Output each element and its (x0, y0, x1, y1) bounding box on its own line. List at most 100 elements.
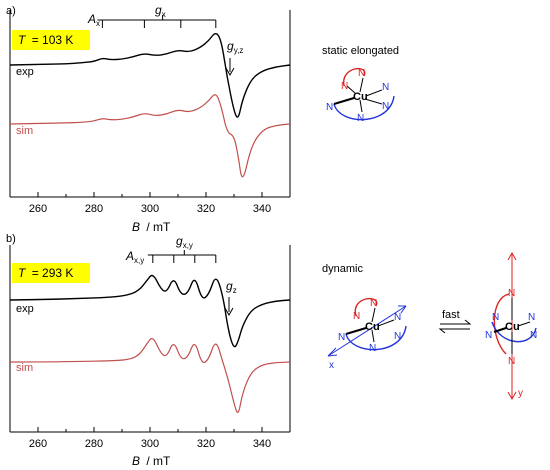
gyz-arrowhead-a (225, 67, 235, 77)
n-atom-static-2: N (341, 81, 348, 92)
n-atom-dyn2-6: N (530, 330, 537, 341)
hyperfine-var-a: A (87, 12, 96, 26)
x-tick-label: 340 (253, 203, 271, 215)
n-atom-dyn2-2: N (508, 356, 515, 367)
gyz-sub-a: y,z (234, 46, 244, 55)
dynamic-label: dynamic (322, 263, 363, 275)
cu-complex-static: Cu N N N N N N (326, 67, 395, 124)
hyperfine-sub-a: x (96, 19, 100, 28)
bond-right-static (365, 89, 383, 97)
temperature-value-b: = 293 K (32, 266, 74, 280)
hyperfine-var-b: A (125, 249, 134, 263)
temperature-box-a (12, 30, 90, 50)
n-atom-dyn1-3: N (338, 332, 345, 343)
x-ticks-a: 260 280 300 320 340 (9, 192, 291, 215)
n-atom-dyn2-4: N (492, 312, 499, 323)
fast-label: fast (442, 309, 460, 321)
bond-down-dyn1 (371, 329, 375, 343)
exp-curve-b (9, 274, 291, 348)
temperature-box-b (12, 263, 90, 283)
red-ligand-arc-dyn1 (354, 297, 378, 317)
temperature-label-b: T = 293 K (18, 266, 73, 280)
panel-a: a) T = 103 K exp sim 260 280 300 320 340 B /… (6, 3, 399, 234)
series-label-sim-b: sim (16, 362, 33, 374)
x-axis-var-b: B (132, 454, 140, 468)
series-label-sim-a: sim (16, 125, 33, 137)
equilibrium-arrow-forward (440, 319, 472, 325)
comb-label-b: gx,y (176, 234, 193, 250)
x-tick-label: 280 (85, 438, 103, 450)
static-elongated-label: static elongated (322, 45, 399, 57)
hyperfine-label-a: Ax (87, 12, 100, 28)
x-tick-label: 260 (29, 438, 47, 450)
red-ligand-arc-dyn2 (493, 293, 510, 355)
comb-sub-a: x (162, 10, 166, 19)
exp-curve-a (9, 33, 291, 118)
n-atom-static-5: N (382, 82, 389, 93)
gyz-label-a: gy,z (227, 39, 243, 55)
n-atom-dyn1-5: N (394, 312, 401, 323)
panel-b-label: b) (6, 233, 16, 245)
n-atom-dyn2-5: N (528, 312, 535, 323)
cu-atom-dyn2: Cu (505, 321, 520, 333)
axis-x-label: x (329, 360, 334, 371)
hyperfine-label-b: Ax,y (125, 249, 144, 265)
equilibrium-arrow-back (438, 328, 470, 334)
axis-y-label: y (518, 388, 523, 399)
sim-curve-a (9, 94, 291, 178)
x-tick-label: 340 (253, 438, 271, 450)
y-axis-arrowhead-bottom (507, 391, 517, 401)
x-tick-label: 300 (141, 438, 159, 450)
comb-label-a: gx (155, 3, 166, 19)
n-atom-static-6: N (382, 101, 389, 112)
bond-right-dyn1 (377, 319, 395, 327)
gz-arrowhead-b (224, 307, 234, 317)
x-axis-unit-a: / mT (146, 220, 171, 234)
x-axis-arrow (327, 305, 407, 357)
series-label-exp-a: exp (16, 66, 34, 78)
cu-complex-dynamic-2: y Cu N N N N N N (485, 251, 537, 401)
panel-b: b) T = 293 K exp sim 260 280 300 320 340 B /… (6, 233, 537, 468)
x-tick-label: 320 (197, 203, 215, 215)
bond-left-dyn1 (345, 327, 367, 335)
n-atom-dyn1-4: N (369, 343, 376, 354)
x-axis-title-a: B / mT (132, 220, 171, 234)
cu-atom-dyn1: Cu (365, 321, 380, 333)
x-axis-var-a: B (132, 220, 140, 234)
y-axis-arrowhead-top (507, 251, 517, 261)
temperature-var-a: T (18, 33, 27, 47)
sim-curve-b (9, 337, 291, 414)
gz-label-b: gz (226, 279, 237, 295)
comb-sub-b: x,y (183, 241, 193, 250)
n-atom-dyn1-6: N (394, 331, 401, 342)
bond-left-dyn2 (493, 327, 507, 333)
temperature-var-b: T (18, 266, 27, 280)
cu-complex-dynamic-1: x Cu N N N N N N (327, 297, 407, 371)
x-axis-arrowhead-2 (398, 305, 407, 314)
bond-up-static (359, 77, 364, 93)
n-atom-static-3: N (326, 102, 333, 113)
x-tick-label: 320 (197, 438, 215, 450)
x-tick-label: 300 (141, 203, 159, 215)
n-atom-static-1: N (358, 68, 365, 79)
comb-annotation-a (97, 15, 217, 28)
x-ticks-b: 260 280 300 320 340 (9, 427, 291, 450)
bond-up-dyn1 (371, 307, 376, 323)
bond-left-static (333, 97, 355, 105)
n-atom-dyn1-2: N (353, 311, 360, 322)
x-axis-unit-b: / mT (146, 454, 171, 468)
hyperfine-sub-b: x,y (134, 256, 144, 265)
bond-down-static (359, 99, 363, 113)
panel-a-label: a) (6, 5, 16, 17)
bond-upleft-static (346, 85, 356, 94)
gz-var-b: g (226, 279, 233, 293)
gyz-var-a: g (227, 39, 234, 53)
comb-annotation-b (147, 250, 217, 263)
cu-atom-static: Cu (353, 91, 368, 103)
n-atom-dyn1-1: N (370, 298, 377, 309)
temperature-label-a: T = 103 K (18, 33, 73, 47)
series-label-exp-b: exp (16, 303, 34, 315)
comb-var-b: g (176, 234, 183, 248)
bond-downright-static (364, 98, 383, 105)
gz-sub-b: z (233, 286, 237, 295)
